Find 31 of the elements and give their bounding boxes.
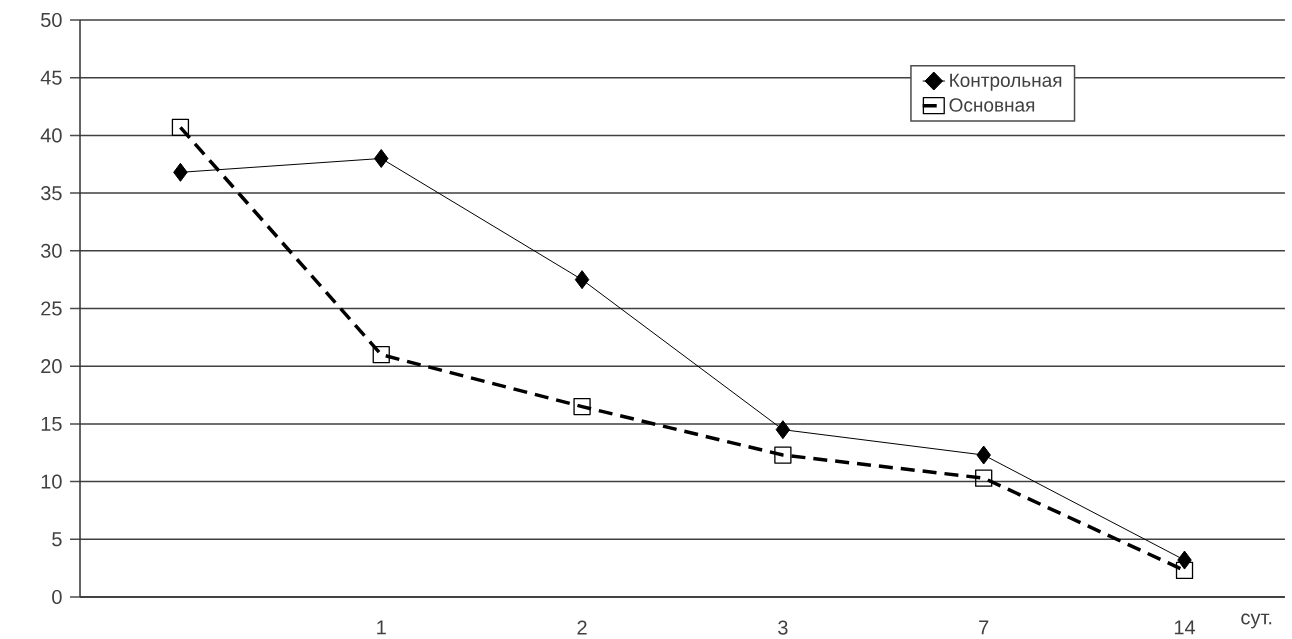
point bbox=[1175, 561, 1194, 580]
y-tick-label: 20 bbox=[41, 359, 62, 374]
point bbox=[373, 148, 389, 168]
point bbox=[975, 469, 993, 487]
y-tick-label: 5 bbox=[52, 532, 62, 547]
point bbox=[775, 420, 791, 440]
y-tick-label: 35 bbox=[41, 186, 62, 201]
point bbox=[1177, 550, 1192, 570]
x-tick-label: 3 bbox=[778, 620, 788, 635]
x-axis-title: сут. bbox=[1241, 613, 1272, 629]
y-tick-label: 25 bbox=[41, 301, 62, 316]
y-tick-label: 45 bbox=[40, 70, 62, 85]
point bbox=[171, 118, 190, 136]
legend-label: Контрольная bbox=[950, 73, 1062, 91]
y-tick-label: 50 bbox=[41, 12, 62, 28]
y-tick-label: 30 bbox=[41, 243, 62, 258]
point bbox=[573, 397, 591, 416]
point bbox=[774, 446, 792, 464]
x-tick-label: 2 bbox=[577, 620, 587, 635]
point bbox=[372, 346, 390, 364]
legend-label: Основная bbox=[949, 98, 1035, 112]
point bbox=[173, 162, 188, 182]
x-tick-label: 1 bbox=[377, 620, 386, 635]
y-tick-label: 15 bbox=[41, 416, 62, 431]
x-tick-label: 7 bbox=[979, 620, 989, 635]
y-tick-label: 40 bbox=[40, 128, 62, 143]
point bbox=[976, 445, 991, 465]
y-tick-label: 10 bbox=[41, 474, 62, 489]
y-tick-label: 0 bbox=[52, 589, 62, 605]
point bbox=[574, 270, 590, 290]
x-tick-label: 14 bbox=[1174, 620, 1196, 635]
